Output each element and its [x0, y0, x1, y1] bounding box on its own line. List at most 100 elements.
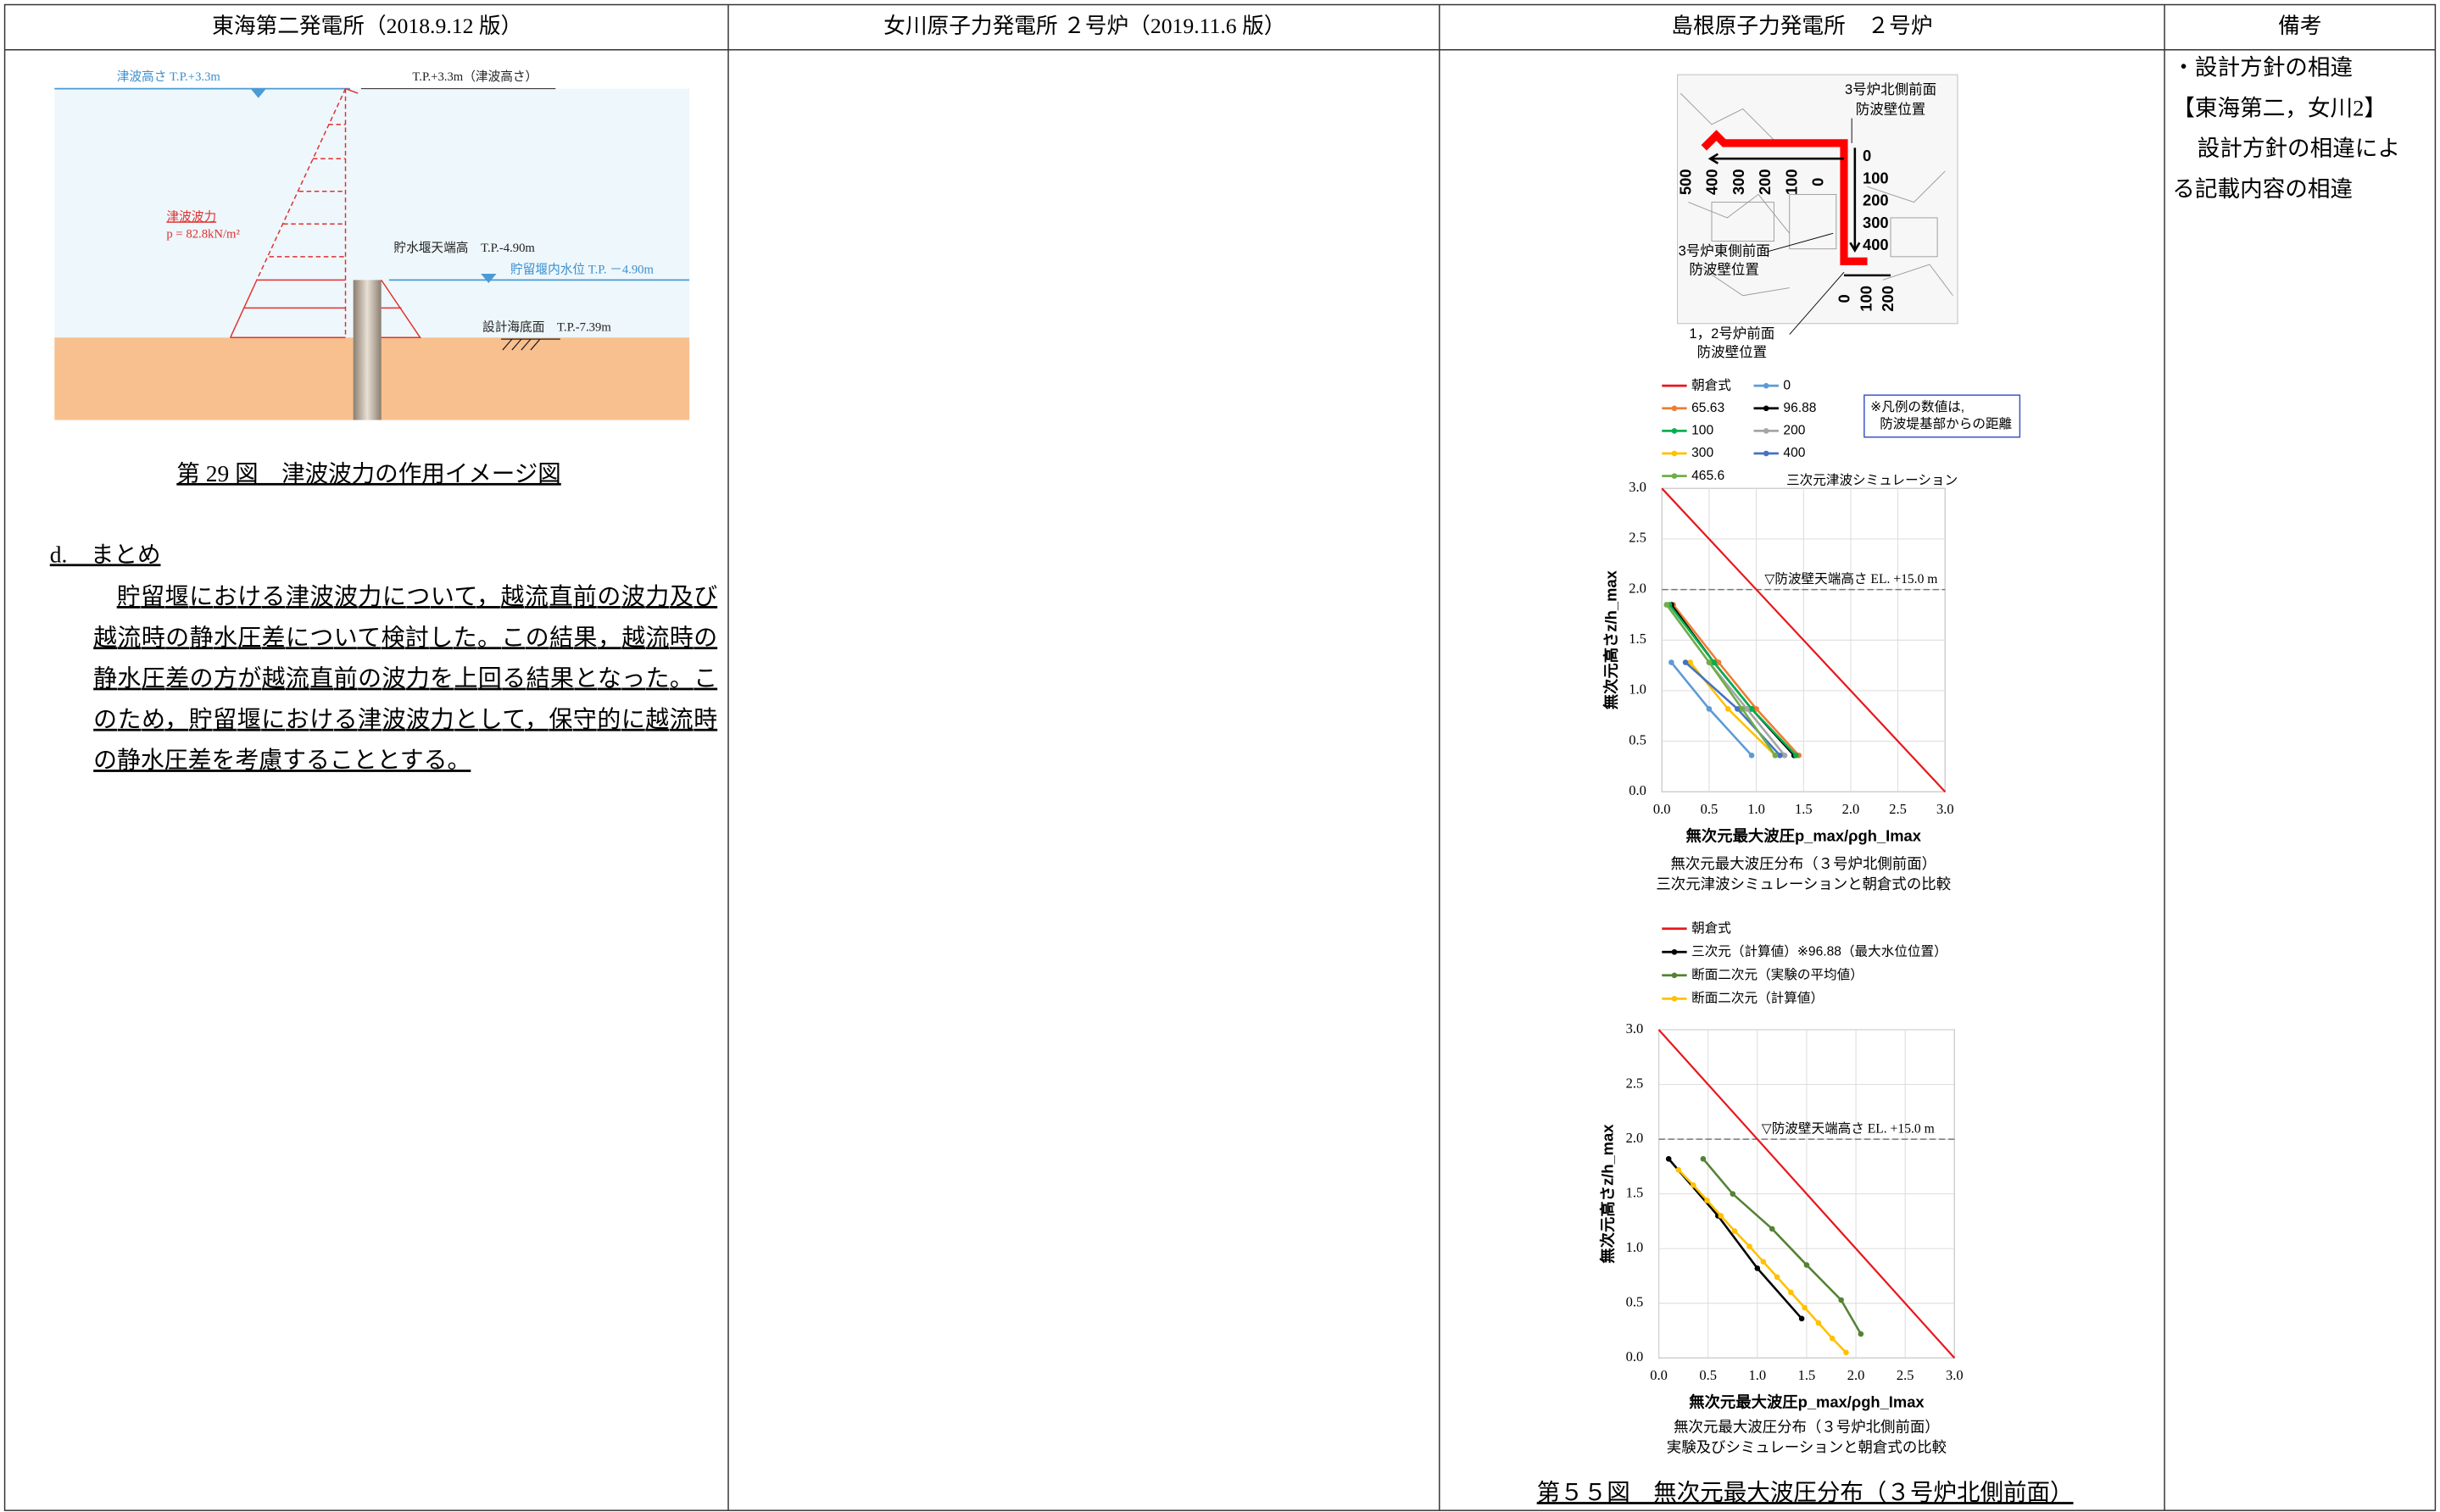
x-tick-label: 2.5 — [1889, 801, 1907, 817]
map-scale: 400 — [1703, 169, 1721, 195]
data-point — [1735, 706, 1741, 712]
map-label: 防波壁位置 — [1689, 262, 1759, 278]
legend-marker — [1763, 382, 1769, 389]
data-point — [1772, 752, 1779, 759]
data-point — [1798, 1315, 1805, 1322]
legend-marker — [1763, 405, 1769, 412]
seabed-hatch — [501, 338, 560, 351]
series-line — [1665, 603, 1776, 757]
y-tick-label: 0.5 — [1626, 1294, 1644, 1310]
data-point — [1665, 1156, 1672, 1162]
legend-label: 断面二次元（実験の平均値） — [1691, 967, 1863, 982]
legend-marker — [1763, 428, 1769, 434]
map-scale: 500 — [1676, 169, 1694, 195]
x-tick-label: 0.0 — [1650, 1367, 1668, 1383]
paragraph-line: のため，貯留堰における津波波力として，保守的に越流時 — [93, 706, 717, 733]
data-point — [1777, 752, 1783, 759]
map-label: 防波壁位置 — [1697, 344, 1768, 360]
legend-marker — [1671, 405, 1678, 412]
legend-marker — [1671, 996, 1678, 1002]
paragraph-line: の静水圧差を考慮することとする。 — [93, 747, 471, 774]
data-point — [1843, 1349, 1849, 1356]
data-point — [1663, 602, 1670, 608]
y-tick-label: 0.0 — [1629, 782, 1646, 798]
data-point — [1706, 659, 1713, 665]
x-tick-label: 0.0 — [1653, 801, 1671, 817]
map-scale: 100 — [1782, 169, 1800, 195]
remark-line: 設計方針の相違によ — [2198, 136, 2401, 161]
legend-label: 朝倉式 — [1691, 377, 1731, 392]
data-point — [1718, 1213, 1724, 1219]
x-tick-label: 3.0 — [1946, 1367, 1964, 1383]
paragraph-line: 貯留堰における津波波力について，越流直前の波力及び — [117, 583, 718, 610]
legend-marker — [1671, 473, 1678, 479]
map-scale: 300 — [1863, 214, 1889, 231]
data-point — [1753, 706, 1759, 712]
data-point — [1746, 1243, 1752, 1249]
section-heading: d. まとめ — [50, 541, 161, 567]
legend-note-box — [1863, 394, 2021, 438]
reference-label: ▽防波壁天端高さ EL. +15.0 m — [1762, 1121, 1935, 1137]
data-point — [1730, 1191, 1736, 1197]
legend-label: 96.88 — [1783, 401, 1816, 415]
y-tick-label: 1.0 — [1626, 1239, 1644, 1255]
y-tick-label: 2.5 — [1626, 1075, 1644, 1091]
data-point — [1668, 659, 1674, 665]
map-scale: 300 — [1730, 169, 1747, 195]
figure-label: 設計海底面 T.P.-7.39m — [482, 320, 611, 335]
legend-label: 0 — [1783, 378, 1791, 392]
chart-caption: 三次元津波シミュレーションと朝倉式の比較 — [1656, 876, 1951, 892]
data-point — [1788, 1289, 1794, 1296]
reference-label: ▽防波壁天端高さ EL. +15.0 m — [1764, 571, 1937, 586]
chart-caption: 無次元最大波圧分布（３号炉北側前面） — [1670, 855, 1936, 872]
data-point — [1793, 752, 1799, 759]
leader-lines — [1766, 118, 1852, 335]
legend-label: 400 — [1783, 446, 1805, 460]
x-tick-label: 3.0 — [1936, 801, 1954, 817]
series-line — [1702, 1158, 1862, 1335]
y-tick-label: 2.0 — [1629, 580, 1646, 596]
map-scale: 0 — [1863, 147, 1871, 164]
x-axis-label: 無次元最大波圧p_max/ρgh_Imax — [1686, 826, 1922, 844]
y-tick-label: 1.5 — [1629, 631, 1646, 647]
tsunami-figure — [54, 87, 690, 420]
map-scale: 100 — [1857, 286, 1875, 312]
x-tick-label: 1.0 — [1747, 801, 1765, 817]
figure-label: 貯水堰天端高 T.P.-4.90m — [393, 241, 535, 255]
data-point — [1748, 752, 1755, 759]
data-point — [1760, 1259, 1767, 1265]
table-frame — [3, 3, 2437, 1511]
map-label: 1，2号炉前面 — [1689, 325, 1774, 342]
remark-line: 【東海第二，女川2】 — [2172, 95, 2387, 120]
chart-caption: 実験及びシミュレーションと朝倉式の比較 — [1667, 1438, 1947, 1455]
column-header: 東海第二発電所（2018.9.12 版） — [212, 14, 522, 38]
legend-marker — [1671, 450, 1678, 457]
data-point — [1682, 659, 1689, 665]
map-scales — [1707, 147, 1891, 277]
legend-marker — [1671, 428, 1678, 434]
pressure-diagram — [230, 87, 421, 339]
y-axis-label: 無次元高さz/h_max — [1599, 1124, 1617, 1264]
x-tick-label: 1.0 — [1749, 1367, 1767, 1383]
y-axis-label: 無次元高さz/h_max — [1602, 570, 1619, 709]
data-point — [1748, 706, 1755, 712]
data-point — [1774, 1274, 1780, 1281]
legend-marker — [1763, 450, 1769, 457]
legend-label: 断面二次元（計算値） — [1691, 989, 1824, 1005]
data-point — [1744, 706, 1750, 712]
map-scale: 0 — [1836, 294, 1853, 303]
map-scale: 100 — [1863, 169, 1889, 186]
data-point — [1838, 1297, 1844, 1304]
y-tick-label: 3.0 — [1629, 479, 1646, 495]
data-point — [1815, 1320, 1822, 1326]
map-scale: 200 — [1756, 169, 1774, 195]
x-tick-label: 1.5 — [1798, 1367, 1816, 1383]
map-sketch — [1680, 92, 1953, 297]
x-tick-label: 0.5 — [1701, 801, 1719, 817]
legend-label: 65.63 — [1691, 401, 1724, 415]
legend-label: 三次元（計算値）※96.88（最大水位位置） — [1691, 942, 1947, 959]
series-line — [1672, 603, 1800, 757]
legend-marker — [1671, 948, 1678, 955]
